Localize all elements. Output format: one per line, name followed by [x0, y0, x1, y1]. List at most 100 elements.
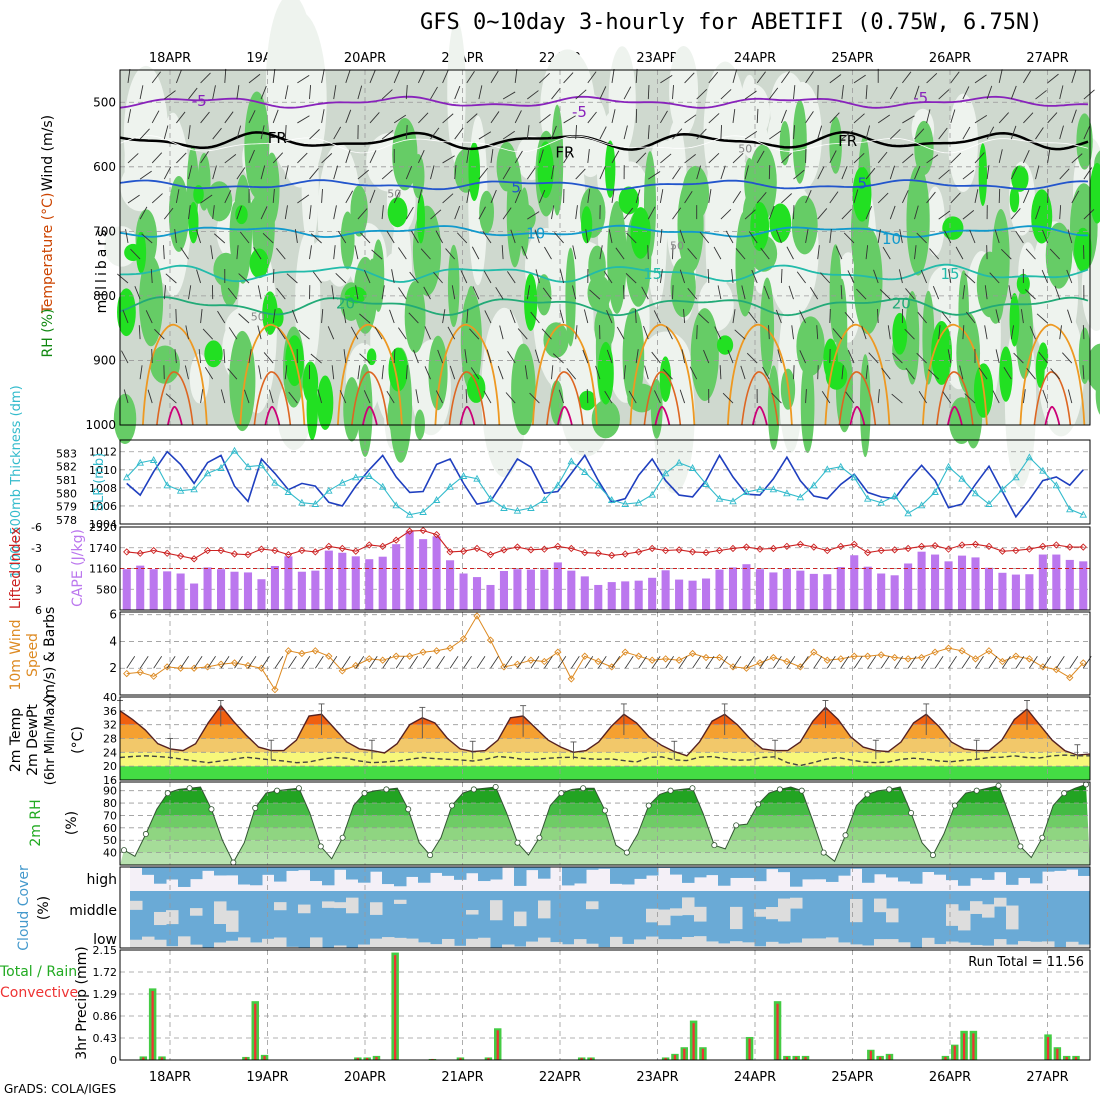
cloud-mid-cell	[994, 898, 1007, 907]
cloud-low-cell	[814, 938, 827, 948]
cloud-high-cell	[1042, 867, 1055, 872]
cloud-high-cell	[694, 867, 707, 877]
rh-fill-wet	[942, 216, 963, 240]
cloud-high-cell	[718, 867, 731, 886]
contour-label: 5	[511, 178, 521, 196]
cloud-mid-cell	[682, 897, 695, 915]
li-line	[127, 531, 1084, 559]
cape-bar	[190, 584, 198, 610]
precip-conv-bar	[683, 1049, 685, 1060]
contour-label: 50	[670, 239, 684, 252]
date-label-top: 24APR	[734, 51, 776, 66]
rh-point	[646, 803, 651, 808]
cape-bar	[985, 568, 993, 610]
cloud-mid-cell	[166, 910, 179, 924]
contour-label: 15	[643, 265, 662, 283]
cloud-mid-cell	[946, 904, 959, 926]
rh-point	[777, 787, 782, 792]
precip-conv-bar	[674, 1055, 676, 1060]
wind-barb	[830, 309, 831, 323]
wind-barb	[781, 269, 782, 283]
rh-point	[1083, 782, 1088, 787]
cloud-high-cell	[898, 867, 911, 881]
precip-conv-bar	[263, 1056, 265, 1060]
rh-fill-wet	[367, 348, 376, 365]
wind-barb	[666, 656, 674, 668]
cloud-low-cell	[466, 939, 479, 948]
cloud-low-cell	[718, 943, 731, 948]
cloud-unit-title: (%)	[36, 896, 52, 920]
cloud-high-cell	[322, 867, 335, 885]
minmax-label: (6hr Min/Max)	[43, 695, 58, 785]
rh-fill	[120, 778, 1090, 865]
cloud-high-cell	[610, 867, 623, 884]
cape-bar	[796, 571, 804, 610]
cape-bar	[715, 570, 723, 610]
rh-fill-wet	[717, 335, 733, 354]
wind-barb	[814, 656, 822, 668]
cape-bar	[177, 574, 185, 610]
cloud-low-cell	[934, 944, 947, 948]
cloud-low-cell	[250, 942, 263, 948]
cape-bar	[271, 566, 279, 610]
rh-fill-wet	[1010, 186, 1020, 212]
cloud-low-cell	[178, 936, 191, 948]
cloud-high-cell	[634, 867, 647, 879]
rh-fill-wet	[979, 143, 987, 206]
rh-fill-moist	[768, 365, 780, 450]
cloud-low-cell	[190, 945, 203, 948]
cloud-mid-cell	[322, 901, 335, 907]
wind-barb	[181, 656, 189, 668]
rh-point	[996, 783, 1001, 788]
date-label-top: 18APR	[149, 51, 191, 66]
cape-bar	[163, 571, 171, 610]
rh-fill-moist	[114, 394, 136, 444]
cloud-low-cell	[886, 939, 899, 948]
wind-barb	[612, 656, 620, 668]
cloud-mid-cell	[646, 909, 659, 923]
rh-fill-moist	[860, 354, 871, 457]
wind-label-a: 10m Wind	[8, 619, 24, 690]
rh-unit: (%)	[64, 811, 80, 835]
cloud-mid-cell	[226, 911, 239, 932]
rh-point	[274, 788, 279, 793]
cape-bar	[689, 581, 697, 610]
date-label-bottom: 25APR	[831, 1070, 873, 1085]
cloud-mid-cell	[274, 902, 287, 910]
rh-point	[602, 808, 607, 813]
cloud-high-cell	[514, 867, 527, 886]
cape-bar	[891, 575, 899, 610]
rh-fill-moist	[793, 100, 807, 184]
contour-label: 20	[336, 295, 355, 313]
rh-tick-label: 50	[103, 834, 117, 847]
rh-point	[1018, 844, 1023, 849]
rh-fill-wet	[417, 194, 425, 244]
rh-point	[471, 787, 476, 792]
convective-label: Convective	[0, 985, 78, 1001]
temp-band	[120, 725, 1090, 739]
rh-fill-wet	[468, 142, 480, 201]
rh-fill-moist	[691, 308, 719, 401]
cloud-low-cell	[214, 942, 227, 948]
rh-fill-moist	[388, 392, 407, 436]
rh-point	[887, 787, 892, 792]
cloud-high-cell	[646, 867, 659, 876]
rh-point	[449, 803, 454, 808]
cloud-high-cell	[1054, 867, 1067, 871]
rh-fill-wet	[467, 374, 485, 403]
rh-point	[843, 833, 848, 838]
cloud-low-cell	[694, 936, 707, 948]
contour-label: -5	[913, 89, 928, 107]
temp-band	[120, 697, 1090, 711]
cloud-mid-cell	[670, 908, 683, 915]
rh-point	[165, 791, 170, 796]
cloud-high-cell	[862, 867, 875, 883]
cloud-high-cell	[142, 867, 155, 875]
rh-point	[253, 805, 258, 810]
cloud-axis-title: Cloud Cover	[16, 865, 32, 951]
cape-bar	[473, 577, 481, 610]
thickness-tick-label: 582	[56, 461, 77, 474]
rh-fill-moist	[671, 258, 696, 318]
